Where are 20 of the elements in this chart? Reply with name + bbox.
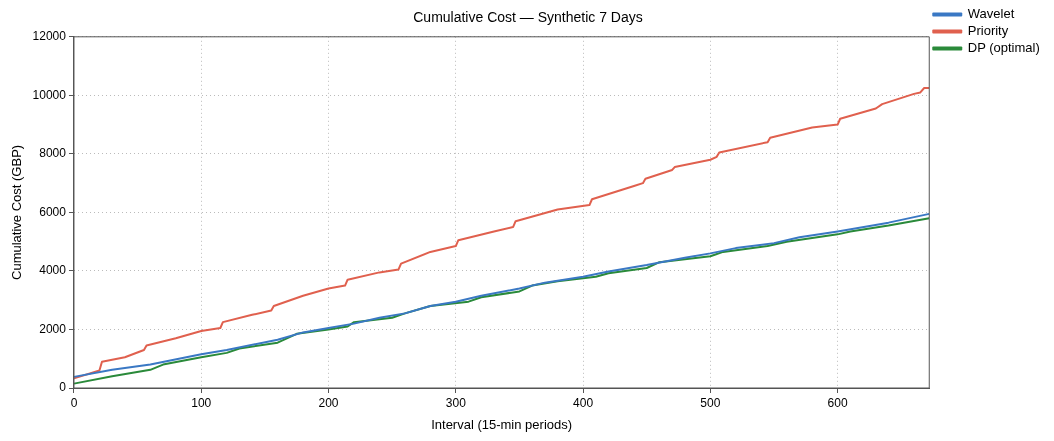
x-tick-label: 400 [573,395,594,410]
y-tick-label: 10000 [32,87,67,102]
chart-title: Cumulative Cost — Synthetic 7 Days [413,9,643,26]
y-tick-label: 8000 [39,146,67,161]
x-tick-label: 600 [827,395,848,410]
y-tick-label: 12000 [32,29,67,44]
legend-label: Priority [967,23,1009,39]
y-tick-label: 0 [59,380,67,395]
x-tick-label: 0 [70,395,78,410]
y-axis-title: Cumulative Cost (GBP) [9,144,25,280]
legend-label: Wavelet [967,6,1015,22]
x-tick-label: 500 [700,395,721,410]
x-tick-label: 200 [318,395,339,410]
x-tick-label: 300 [445,395,467,410]
x-axis-title: Interval (15-min periods) [431,416,573,432]
y-tick-label: 4000 [39,263,67,278]
x-tick-label: 100 [191,395,212,410]
y-tick-label: 2000 [39,321,67,336]
y-tick-label: 6000 [39,204,67,219]
legend-label: DP (optimal) [967,40,1040,56]
